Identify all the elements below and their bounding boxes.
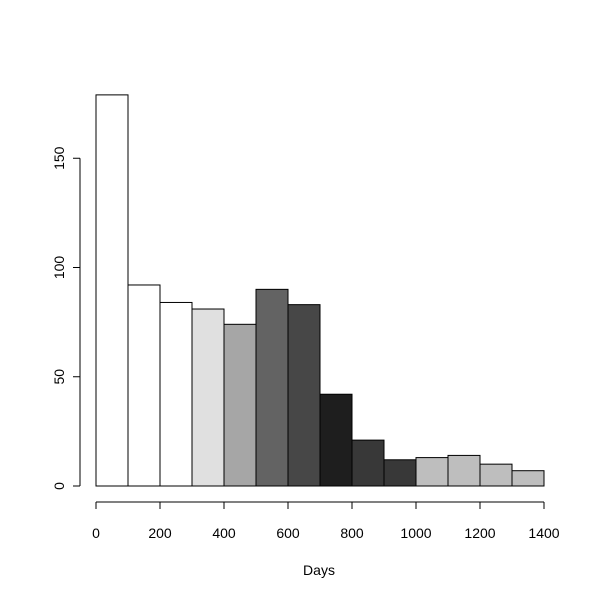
x-axis-label: Days (303, 562, 335, 578)
x-axis: 0 200 400 600 800 1000 1200 1400 (92, 501, 560, 541)
histogram-bar-12 (447, 454, 481, 487)
bars-group (95, 94, 545, 487)
histogram-bar-9 (351, 439, 385, 487)
histogram-bar-13 (479, 463, 513, 487)
y-axis: 0 50 100 150 (51, 146, 81, 490)
x-tick-label: 600 (276, 525, 300, 541)
x-tick-label: 0 (92, 525, 100, 541)
histogram-bar-1 (95, 94, 129, 487)
x-tick-label: 1400 (528, 525, 559, 541)
y-tick-label: 100 (51, 256, 67, 280)
histogram-bar-6 (255, 288, 289, 487)
histogram-bar-14 (511, 470, 545, 487)
y-tick-label: 150 (51, 146, 67, 170)
y-tick-label: 50 (51, 369, 67, 385)
histogram-bar-3 (159, 301, 193, 487)
x-tick-label: 200 (148, 525, 172, 541)
y-tick-label: 0 (51, 482, 67, 490)
histogram-bar-8 (319, 393, 353, 487)
x-tick-label: 1200 (464, 525, 495, 541)
x-tick-label: 800 (340, 525, 364, 541)
histogram-bar-11 (415, 457, 449, 487)
histogram-bar-4 (191, 308, 225, 487)
histogram-bar-2 (127, 284, 161, 487)
histogram-bar-7 (287, 304, 321, 487)
x-tick-label: 400 (212, 525, 236, 541)
histogram-bar-5 (223, 323, 257, 487)
histogram-bar-10 (383, 459, 417, 487)
x-tick-label: 1000 (400, 525, 431, 541)
